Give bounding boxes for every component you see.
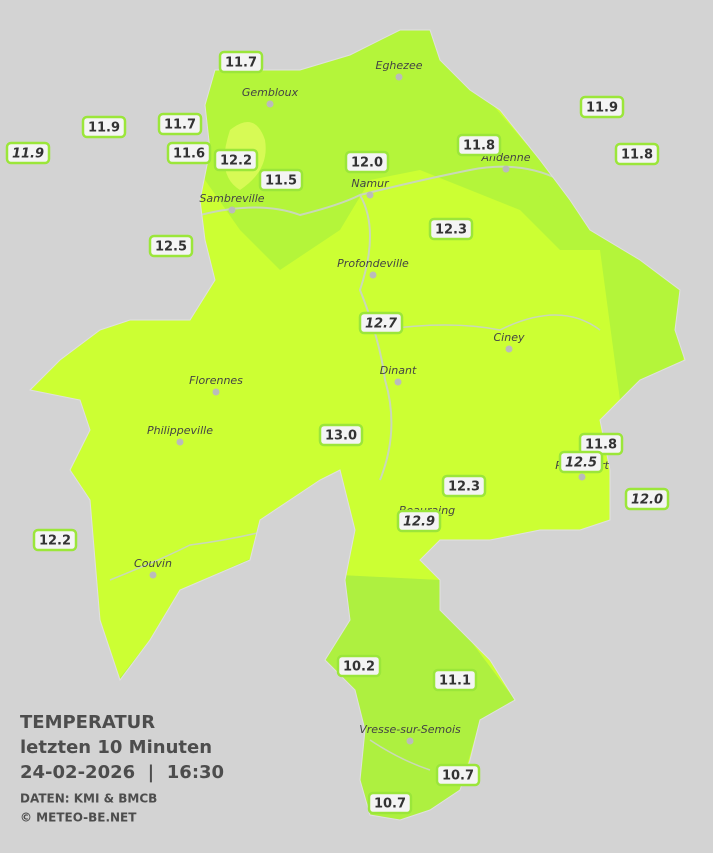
station-reading: 12.5 [155,240,187,255]
legend-period: letzten 10 Minuten [20,737,212,758]
place-name: Namur [351,177,390,190]
station-reading: 11.1 [439,674,471,689]
station-reading: 11.9 [586,101,618,116]
legend: TEMPERATUR letzten 10 Minuten 24-02-2026… [20,712,224,825]
station-reading: 11.9 [88,121,120,136]
place-dot [505,345,513,353]
station-box [157,112,203,136]
place-dot [578,473,586,481]
river [109,314,601,771]
place-name: Dinant [380,364,417,377]
station-reading: 12.2 [220,154,252,169]
zone-cool [325,575,515,820]
station-reading: 11.9 [12,147,44,162]
station-reading: 11.6 [173,147,205,162]
place-name: Ciney [494,331,525,344]
station-reading: 12.2 [39,534,71,549]
station-reading: 11.8 [621,148,653,163]
station-box [32,528,78,552]
station-reading: 10.2 [343,660,375,675]
place-name: Philippeville [147,424,213,437]
place-name: Profondeville [337,257,409,270]
station-box [456,133,502,157]
station-box [441,474,487,498]
place-dot [369,271,377,279]
place-name: Gembloux [242,86,299,99]
place-dot [394,378,402,386]
place-name: Florennes [189,374,243,387]
place-dot [406,737,414,745]
station-box [579,95,625,119]
zone-mild [190,30,600,270]
station-reading: 12.3 [435,223,467,238]
station-reading: 13.0 [325,429,357,444]
place-dot [212,388,220,396]
station-box [148,234,194,258]
legend-source: DATEN: KMI & BMCB [20,792,157,806]
river [199,165,561,481]
station-reading: 11.8 [463,139,495,154]
station-reading: 11.5 [265,174,297,189]
station-box [258,168,304,192]
station-reading: 12.0 [351,156,383,171]
station-box [81,115,127,139]
place-dot [149,571,157,579]
legend-copyright: © METEO-BE.NET [20,811,137,825]
station-box [213,148,259,172]
station-reading: 11.8 [585,438,617,453]
place-dot [366,191,374,199]
station-reading: 10.7 [374,797,406,812]
station-box [428,217,474,241]
legend-title: TEMPERATUR [20,712,155,733]
legend-datetime: 24-02-2026 | 16:30 [20,762,224,783]
place-dot [266,100,274,108]
station-box [344,150,390,174]
station-box [558,450,604,474]
station-box [367,791,413,815]
station-box [396,509,442,533]
station-reading: 12.3 [448,480,480,495]
station-box [5,141,51,165]
station-reading: 11.7 [225,56,257,71]
station-box [435,763,481,787]
place-name: Eghezee [376,59,423,72]
place-dot [395,73,403,81]
place-name: Vresse-sur-Semois [359,723,461,736]
station-box [614,142,660,166]
place-name: Couvin [134,557,172,570]
station-reading: 11.7 [164,118,196,133]
station-box [166,141,212,165]
station-reading: 12.0 [631,493,663,508]
place-dot [502,165,510,173]
station-box [432,668,478,692]
station-reading: 12.5 [565,456,597,471]
station-reading: 10.7 [442,769,474,784]
station-box [336,654,382,678]
station-box [358,311,404,335]
station-box [318,423,364,447]
place-dot [228,206,236,214]
station-reading: 12.9 [403,515,435,530]
station-reading: 12.7 [365,317,398,332]
station-box [624,487,670,511]
place-dot [176,438,184,446]
stations: 11.7 11.9 11.7 11.9 11.6 12.2 11.5 12.0 11.8 11.9… [5,50,670,815]
station-box [218,50,264,74]
place-name: Sambreville [199,192,264,205]
